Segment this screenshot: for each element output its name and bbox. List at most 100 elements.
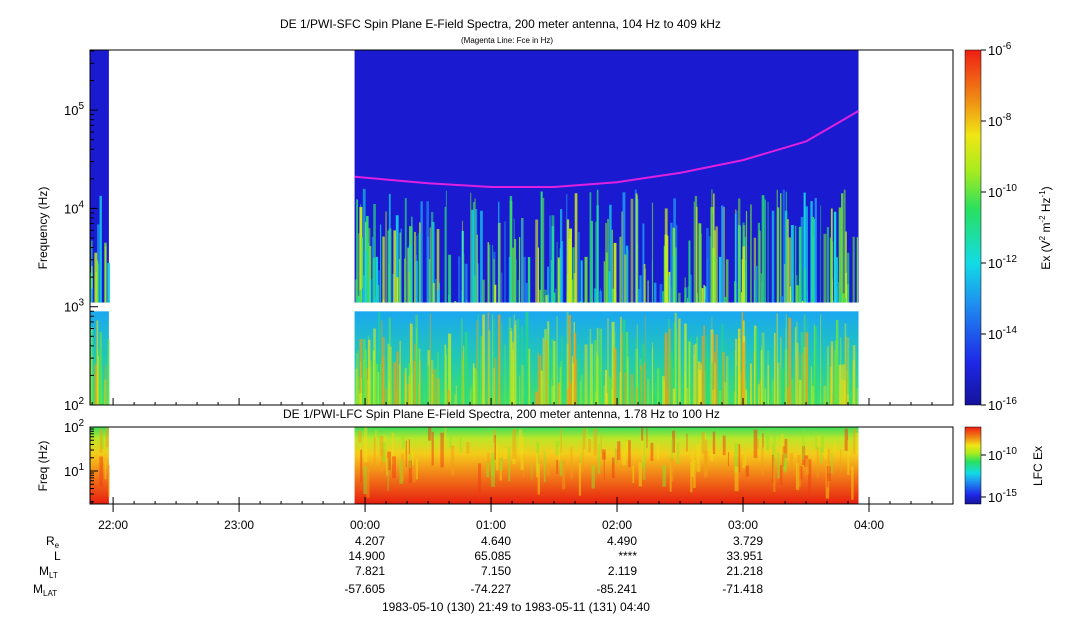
sfc-low-streak [504,344,506,405]
sfc-low-streak [492,314,494,405]
sfc-emission-streak [700,233,702,303]
lfc-streak [821,436,824,453]
sfc-emission-streak [785,191,787,303]
sfc-low-streak [668,328,671,405]
sfc-low-streak [438,380,441,405]
lfc-streak [379,436,384,457]
sfc-emission-streak [357,298,359,303]
sfc-emission-streak [475,209,478,303]
ephemeris-value: -85.241 [596,582,637,596]
lfc-y-tick-label: 102 [64,418,84,435]
lfc-streak [360,449,363,483]
sfc-low-streak [742,342,745,405]
sfc-low-streak [462,351,463,405]
sfc-emission-streak [556,241,558,303]
sfc-title: DE 1/PWI-SFC Spin Plane E-Field Spectra,… [280,17,721,31]
sfc-emission-streak [91,288,94,303]
lfc-title: DE 1/PWI-LFC Spin Plane E-Field Spectra,… [283,407,720,421]
sfc-emission-streak [527,257,531,303]
sfc-emission-streak [568,238,572,303]
sfc-emission-streak [800,216,804,303]
sfc-low-streak [417,384,419,405]
lfc-streak [753,429,758,459]
ephemeris-label-sub: e [55,541,60,550]
sfc-low-streak [550,379,552,405]
lfc-streak [701,431,705,454]
lfc-ylabel: Freq (Hz) [36,441,50,492]
sfc-low-streak [590,343,593,405]
sfc-emission-streak [668,275,670,303]
sfc-low-streak [708,362,711,405]
sfc-low-streak [651,348,653,405]
sfc-emission-streak [642,223,645,303]
sfc-low-streak [715,334,718,405]
sfc-low-streak [566,343,570,405]
sfc-emission-streak [572,247,575,303]
sfc-low-streak [784,391,786,405]
lfc-streak [824,448,827,460]
lfc-streak [391,432,395,465]
sfc-emission-streak [593,288,597,303]
sfc-low-streak [812,363,814,405]
sfc-low-streak [509,331,513,405]
ephemeris-row-label: MLAT [33,582,57,598]
sfc-emission-streak [777,207,780,303]
lfc-streak [762,433,764,448]
lfc-streak [535,451,539,478]
lfc-streak [712,431,716,454]
sfc-emission-streak [388,263,390,303]
sfc-low-streak [776,313,778,405]
sfc-y-tick-label: 104 [64,199,84,216]
ephemeris-row-label: Re [46,534,60,550]
sfc-low-streak [551,385,555,405]
lfc-streak [582,428,586,449]
sfc-low-streak [810,366,812,405]
sfc-emission-streak [97,224,100,303]
lfc-streak [99,456,104,487]
sfc-emission-streak [659,284,663,303]
sfc-emission-streak [674,247,677,303]
sfc-low-streak [829,366,833,405]
lfc-cbar-tick-label: 10-15 [988,488,1017,505]
sfc-low-streak [381,320,383,405]
sfc-emission-streak [517,279,520,303]
sfc-y-tick-label: 103 [64,298,84,315]
sfc-emission-streak [525,282,529,303]
sfc-y-tick-label-base: 10 [64,300,78,315]
sfc-low-streak [643,362,646,405]
sfc-emission-streak [375,256,379,303]
lfc-streak [487,452,490,472]
sfc-emission-streak [794,225,797,303]
sfc-low-streak [803,346,807,405]
lfc-streak [570,447,573,480]
sfc-low-streak [414,343,416,405]
sfc-emission-streak [690,274,692,303]
ephemeris-value: -57.605 [344,582,385,596]
cbar-tick-label: 10-10 [988,183,1017,200]
sfc-frame [89,49,954,406]
sfc-y-tick-label-exp: 5 [78,101,84,112]
lfc-streak [99,429,103,453]
sfc-low-streak [712,389,715,405]
sfc-low-streak [444,344,446,405]
sfc-low-streak [801,353,804,405]
sfc-low-streak [388,317,391,405]
sfc-low-streak [608,376,611,405]
sfc-low-streak [714,363,716,405]
sfc-low-streak [799,352,801,405]
cbar-label-ex: Ex (V [1039,240,1053,269]
ephemeris-label-main: M [33,582,43,596]
sfc-emission-streak [420,201,423,303]
sfc-emission-streak [493,258,495,303]
cbar-tick-base: 10 [988,43,1002,58]
sfc-emission-streak [366,215,369,303]
sfc-emission-streak [105,246,107,303]
sfc-emission-streak [523,256,526,303]
sfc-low-streak [704,335,708,405]
lfc-streak [827,465,831,482]
lfc-streak [556,459,559,475]
lfc-streak [387,451,391,471]
sfc-emission-streak [826,227,829,303]
lfc-streak [632,465,635,484]
ephemeris-value: -71.418 [722,582,763,596]
